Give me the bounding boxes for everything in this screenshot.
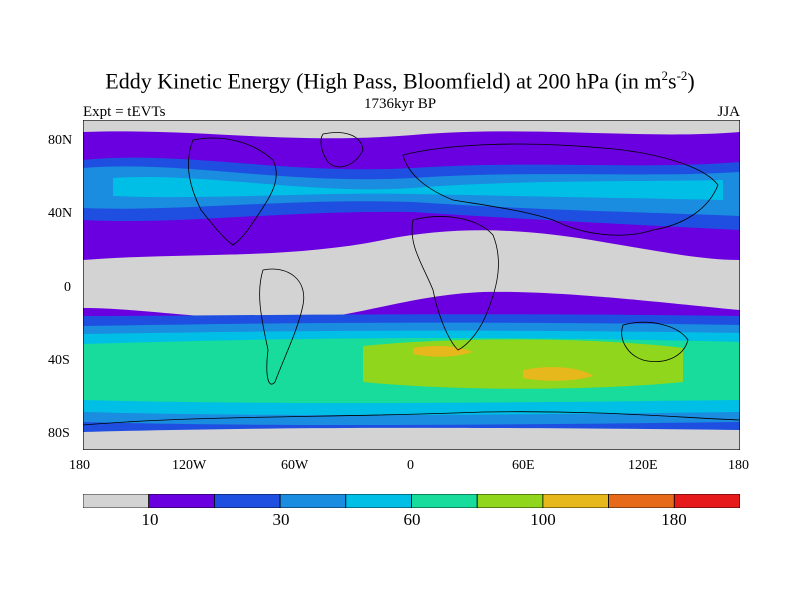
y-tick-40s: 40S — [48, 353, 70, 368]
colorbar-swatch — [608, 494, 675, 508]
season-label: JJA — [717, 104, 740, 120]
band-sh-orange-2 — [523, 367, 593, 381]
x-tick-120e: 120E — [628, 458, 658, 473]
band-sh-lime — [363, 339, 683, 389]
colorbar-tick-30: 30 — [272, 510, 290, 529]
band-sh-orange-1 — [413, 345, 473, 357]
colorbar-swatch — [83, 494, 150, 508]
colorbar-tick-60: 60 — [403, 510, 421, 529]
colorbar-swatch — [148, 494, 215, 508]
x-tick-120w: 120W — [172, 458, 207, 473]
experiment-label: Expt = tEVTs — [83, 104, 166, 120]
y-tick-80s: 80S — [48, 426, 70, 441]
colorbar-swatch — [345, 494, 412, 508]
x-tick-60e: 60E — [512, 458, 535, 473]
x-tick-0: 0 — [407, 458, 414, 473]
y-tick-40n: 40N — [48, 206, 73, 221]
colorbar-swatch — [542, 494, 609, 508]
band-tropics — [83, 230, 740, 321]
colorbar-swatch — [411, 494, 478, 508]
colorbar-tick-100: 100 — [530, 510, 556, 529]
x-tick-180e: 180 — [728, 458, 749, 473]
colorbar-swatch — [476, 494, 544, 508]
coastlines — [83, 132, 740, 426]
colorbar-tick-10: 10 — [141, 510, 159, 529]
colorbar-swatch — [673, 494, 740, 508]
y-tick-0: 0 — [64, 280, 71, 295]
eke-map — [83, 120, 740, 450]
band-sh-polar — [83, 427, 740, 450]
colorbar — [83, 494, 740, 508]
y-tick-80n: 80N — [48, 133, 73, 148]
colorbar-swatch — [279, 494, 347, 508]
x-tick-180w: 180 — [69, 458, 90, 473]
colorbar-swatch — [213, 494, 281, 508]
x-tick-60w: 60W — [281, 458, 309, 473]
band-nh-core — [113, 176, 723, 200]
colorbar-tick-180: 180 — [661, 510, 687, 529]
plot-title: Eddy Kinetic Energy (High Pass, Bloomfie… — [105, 68, 695, 94]
time-label: 1736kyr BP — [363, 96, 437, 112]
